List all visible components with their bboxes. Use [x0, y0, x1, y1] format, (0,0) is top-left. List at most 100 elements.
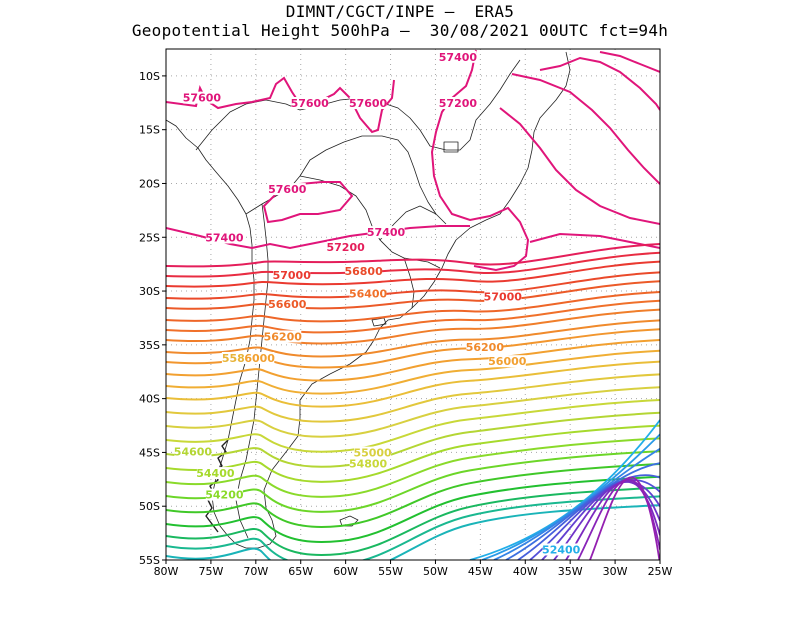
contour-label-background [367, 226, 405, 239]
contour-label: 54200 [205, 489, 244, 502]
contour-label-background [542, 543, 580, 556]
contour-label-background [327, 241, 365, 254]
contour-label-background [174, 445, 212, 458]
contour-label: 57600 [349, 97, 388, 110]
lon-tick-label: 70W [243, 565, 268, 578]
contour-line [599, 51, 660, 73]
lon-tick-label: 75W [198, 565, 223, 578]
contour-line [166, 504, 660, 560]
contour-label-background [221, 351, 245, 364]
contour-line [166, 349, 660, 395]
contour-label-background [205, 231, 243, 244]
lat-tick-label: 50S [139, 500, 160, 513]
contour-line [499, 107, 660, 225]
lat-tick-label: 30S [139, 285, 160, 298]
contour-label-background [268, 183, 306, 196]
contour-line [166, 486, 660, 556]
contour-label: 57200 [326, 241, 365, 254]
contour-line [166, 339, 660, 382]
contour-label: 56200 [264, 330, 303, 343]
contour-label-background [237, 351, 275, 364]
contour-line [166, 319, 660, 358]
contour-label-background [439, 50, 477, 63]
lat-tick-label: 35S [139, 339, 160, 352]
contour-label: 57400 [439, 51, 478, 64]
lon-tick-label: 30W [603, 565, 628, 578]
contour-label-background [349, 287, 387, 300]
contour-label-background [205, 488, 243, 501]
lat-tick-label: 10S [139, 70, 160, 83]
contour-label-background [196, 467, 234, 480]
lon-tick-label: 25W [648, 565, 673, 578]
height-contours [166, 49, 660, 560]
lat-tick-label: 20S [139, 177, 160, 190]
axis-ticks: 80W 75W 70W 65W 60W 55W 50W 45W 40W 35W 30W 25W 10S 1… [139, 70, 673, 578]
lon-tick-label: 60W [333, 565, 358, 578]
contour-label: 57600 [268, 183, 307, 196]
contour-line [166, 243, 660, 268]
contour-line [166, 463, 660, 528]
contour-line [166, 424, 660, 483]
lon-tick-label: 35W [558, 565, 583, 578]
title-line-1: DIMNT/CGCT/INPE – ERA5 [285, 2, 515, 21]
contour-label-background [354, 446, 392, 459]
contour-label: 56600 [268, 298, 307, 311]
contour-label: 57200 [439, 97, 478, 110]
contour-label-background [273, 269, 311, 282]
contour-label-background [439, 97, 477, 110]
contour-line [166, 411, 660, 468]
contour-line [166, 373, 660, 423]
contour-line [511, 73, 660, 185]
contour-line [589, 476, 660, 560]
contour-label-background [484, 290, 522, 303]
contour-label: 54800 [349, 457, 388, 470]
contour-label: 56400 [349, 287, 388, 300]
contour-label: 54600 [174, 446, 213, 459]
contour-line [517, 474, 660, 560]
lon-tick-label: 55W [378, 565, 403, 578]
contour-label: 57400 [205, 231, 244, 244]
contour-line [553, 480, 660, 560]
contour-label: 52400 [542, 543, 581, 556]
lat-tick-label: 40S [139, 393, 160, 406]
lon-tick-label: 50W [423, 565, 448, 578]
contour-line [539, 56, 660, 111]
contour-label-background [291, 97, 329, 110]
contour-label: 55000 [353, 447, 392, 460]
contour-line [166, 291, 660, 323]
contour-line [166, 495, 660, 560]
contour-line [166, 280, 660, 310]
lat-tick-label: 45S [139, 446, 160, 459]
title-line-2: Geopotential Height 500hPa – 30/08/2021 … [131, 21, 669, 40]
contour-label: 57000 [273, 269, 312, 282]
contour-label-background [349, 97, 387, 110]
contour-label: 56000 [237, 352, 276, 365]
contour-line [505, 462, 660, 560]
lat-tick-label: 25S [139, 231, 160, 244]
lon-tick-label: 45W [468, 565, 493, 578]
map-frame [165, 48, 661, 561]
contour-line [166, 386, 660, 438]
contour-line [493, 448, 660, 560]
contour-label-background [268, 298, 306, 311]
contour-label: 558 [222, 352, 245, 365]
contour-label: 57600 [183, 92, 222, 105]
lon-tick-label: 80W [154, 565, 179, 578]
grid-lines [166, 49, 660, 560]
contour-label-background [183, 91, 221, 104]
contour-line [166, 360, 660, 408]
lon-tick-label: 40W [513, 565, 538, 578]
contour-label: 57000 [484, 291, 523, 304]
contour-line [166, 299, 660, 334]
contour-label: 56000 [488, 355, 527, 368]
contour-label: 56800 [344, 265, 383, 278]
contour-label: 54400 [196, 467, 235, 480]
contour-label-background [264, 330, 302, 343]
contour-line [166, 475, 660, 543]
lon-tick-label: 65W [288, 565, 313, 578]
contour-label: 57600 [291, 97, 330, 110]
contour-label: 56200 [466, 341, 505, 354]
contour-label-background [345, 264, 383, 277]
